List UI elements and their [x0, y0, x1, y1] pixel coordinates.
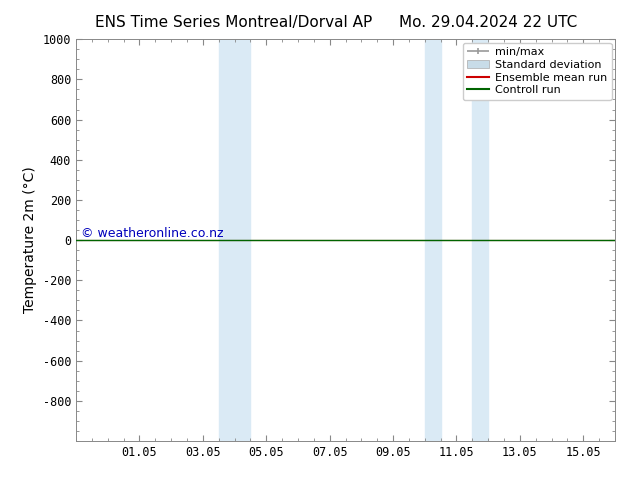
Y-axis label: Temperature 2m (°C): Temperature 2m (°C) [23, 167, 37, 314]
Text: ENS Time Series Montreal/Dorval AP: ENS Time Series Montreal/Dorval AP [95, 15, 372, 30]
Text: Mo. 29.04.2024 22 UTC: Mo. 29.04.2024 22 UTC [399, 15, 578, 30]
Bar [472, 39, 488, 441]
Text: © weatheronline.co.nz: © weatheronline.co.nz [81, 227, 224, 240]
Bar [219, 39, 235, 441]
Bar [235, 39, 250, 441]
Bar [425, 39, 441, 441]
Legend: min/max, Standard deviation, Ensemble mean run, Controll run: min/max, Standard deviation, Ensemble me… [463, 43, 612, 100]
